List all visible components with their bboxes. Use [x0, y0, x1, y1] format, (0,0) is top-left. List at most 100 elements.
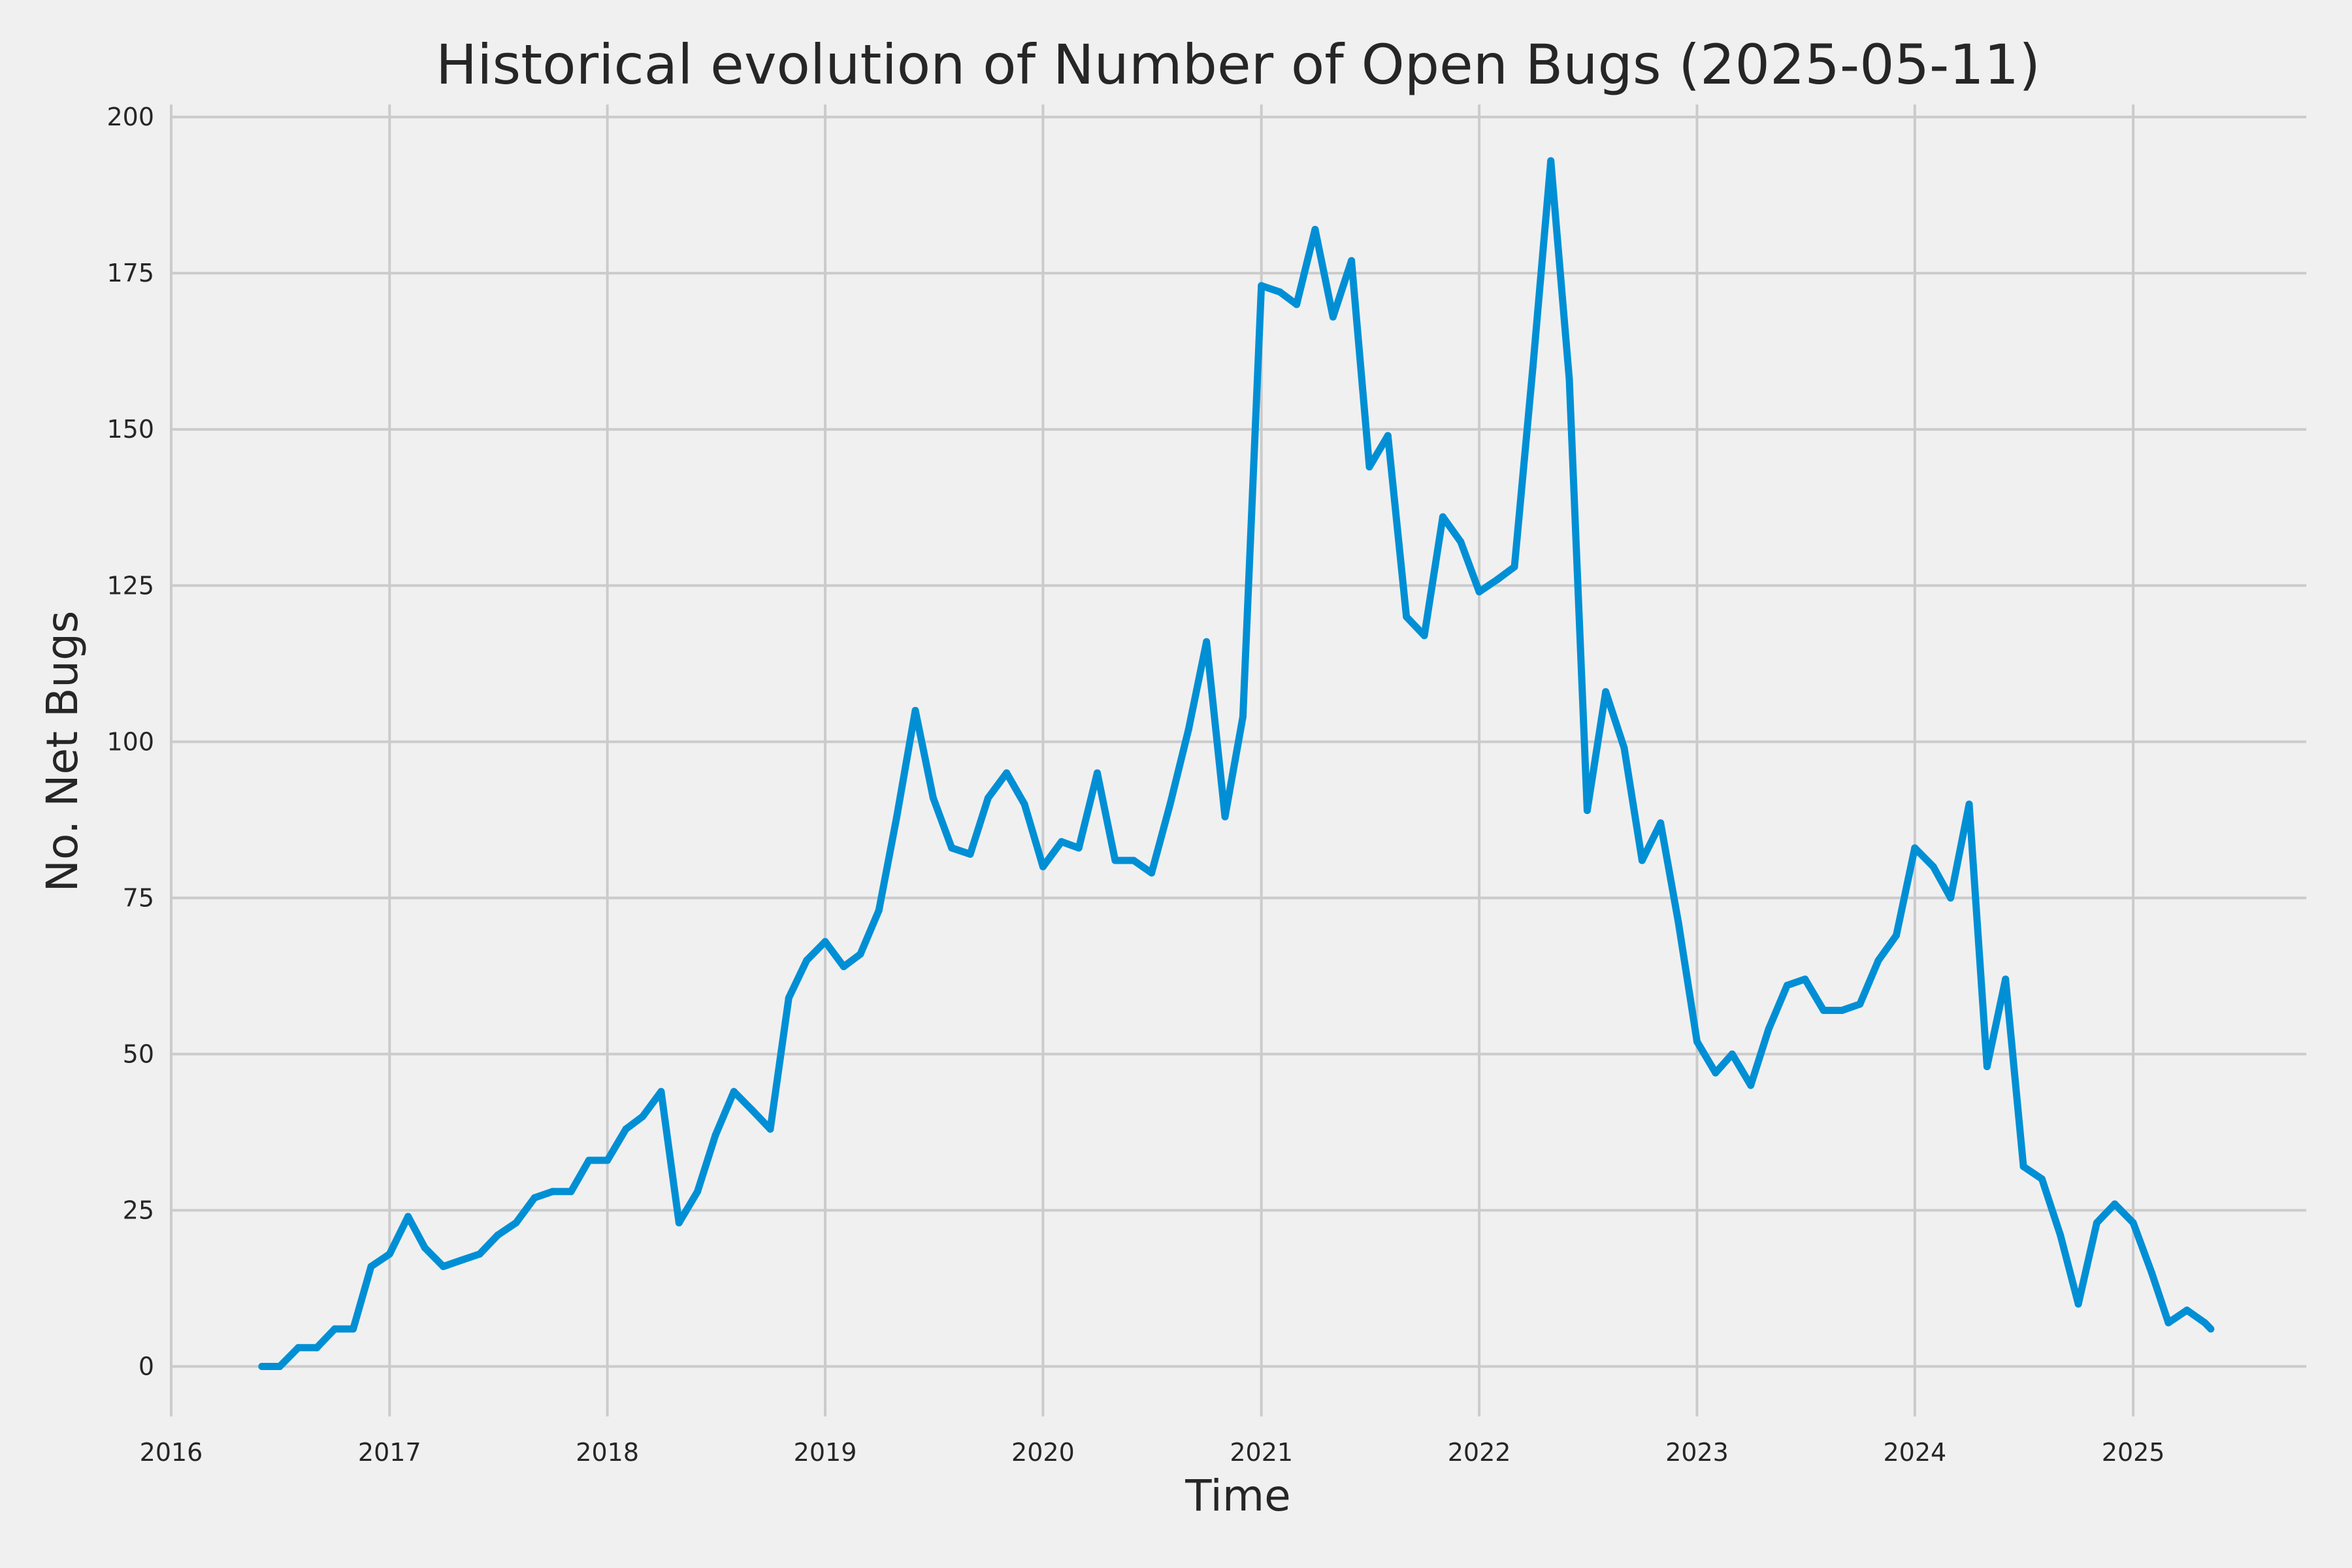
- data-point: [1130, 857, 1137, 864]
- y-tick-label: 150: [106, 415, 154, 444]
- data-point: [1439, 513, 1446, 521]
- data-point: [2148, 1269, 2155, 1277]
- data-point: [2129, 1219, 2137, 1227]
- data-point: [803, 956, 811, 964]
- data-point: [1166, 800, 1174, 808]
- x-tick-label: 2022: [1448, 1438, 1511, 1467]
- data-point: [1529, 363, 1537, 371]
- data-point: [1365, 463, 1373, 471]
- data-point: [893, 813, 901, 821]
- data-point: [313, 1344, 321, 1352]
- y-tick-label: 125: [106, 571, 154, 600]
- data-point: [1058, 838, 1066, 845]
- data-point: [1075, 844, 1083, 852]
- data-point: [1801, 975, 1809, 983]
- data-point: [948, 844, 956, 852]
- data-point: [476, 1250, 483, 1258]
- data-point: [1693, 1037, 1701, 1045]
- data-point: [911, 707, 919, 714]
- data-point: [404, 1213, 412, 1220]
- data-point: [2183, 1306, 2191, 1314]
- data-point: [929, 794, 937, 802]
- data-point: [1657, 819, 1665, 827]
- data-point: [585, 1156, 593, 1164]
- data-point: [1384, 432, 1392, 440]
- data-point: [711, 1132, 719, 1139]
- data-point: [1565, 376, 1573, 384]
- x-axis-title: Time: [1184, 1471, 1291, 1521]
- data-point: [350, 1325, 357, 1333]
- data-point: [840, 963, 847, 970]
- x-axis-ticks: 2016 2017 2018 2019 2020 2021 2022 2023 2024 2025: [140, 1438, 2165, 1467]
- data-point: [385, 1250, 393, 1258]
- data-point: [494, 1232, 502, 1239]
- y-tick-label: 25: [123, 1196, 154, 1224]
- data-point: [457, 1256, 465, 1264]
- data-point: [2093, 1219, 2100, 1227]
- data-point: [1712, 1069, 1720, 1077]
- data-point: [1728, 1050, 1736, 1058]
- data-point: [1203, 638, 1211, 645]
- y-tick-label: 75: [123, 883, 154, 912]
- data-point: [1329, 313, 1337, 321]
- data-point: [966, 850, 974, 858]
- data-point: [1838, 1007, 1846, 1014]
- data-point: [1638, 857, 1646, 864]
- data-point: [1039, 863, 1047, 871]
- data-point: [2002, 975, 2010, 983]
- data-point: [1620, 744, 1628, 752]
- data-point: [2019, 1163, 2027, 1170]
- series-group: [258, 157, 2215, 1370]
- data-point: [331, 1325, 338, 1333]
- data-point: [567, 1188, 575, 1196]
- data-point: [1111, 857, 1119, 864]
- x-tick-label: 2016: [140, 1438, 203, 1467]
- data-point: [1783, 981, 1791, 989]
- data-point: [857, 950, 864, 958]
- data-point: [1021, 800, 1028, 808]
- x-tick-label: 2020: [1011, 1438, 1075, 1467]
- data-point: [2074, 1300, 2082, 1308]
- data-point: [785, 994, 792, 1002]
- data-point: [276, 1363, 284, 1370]
- data-point: [1184, 725, 1192, 733]
- x-tick-label: 2019: [794, 1438, 857, 1467]
- x-tick-label: 2025: [2102, 1438, 2165, 1467]
- y-tick-label: 50: [123, 1039, 154, 1068]
- data-point: [1874, 956, 1882, 964]
- data-point: [1239, 713, 1247, 721]
- data-point: [1258, 282, 1266, 289]
- x-tick-label: 2017: [358, 1438, 421, 1467]
- data-point: [2164, 1319, 2172, 1327]
- data-point: [1820, 1007, 1827, 1014]
- data-point: [1221, 813, 1229, 821]
- data-point: [1674, 919, 1682, 927]
- data-point: [421, 1244, 429, 1252]
- data-point: [1148, 869, 1156, 877]
- chart-title: Historical evolution of Number of Open B…: [436, 33, 2040, 97]
- y-tick-label: 175: [106, 259, 154, 287]
- data-point: [549, 1188, 557, 1196]
- data-point: [440, 1263, 447, 1270]
- data-point: [622, 1125, 630, 1133]
- data-point: [875, 907, 883, 914]
- data-point: [1856, 1000, 1864, 1008]
- data-point: [1348, 257, 1356, 265]
- data-point: [657, 1088, 665, 1096]
- data-point: [1475, 588, 1483, 596]
- data-point: [2207, 1325, 2215, 1333]
- data-point: [2201, 1319, 2209, 1327]
- data-point: [1003, 769, 1011, 777]
- data-point: [1583, 807, 1591, 814]
- y-tick-label: 100: [106, 727, 154, 756]
- data-point: [1983, 1063, 1991, 1070]
- data-point: [2111, 1200, 2119, 1208]
- data-point: [1747, 1081, 1755, 1089]
- data-point: [1420, 632, 1428, 640]
- data-point: [2057, 1232, 2065, 1239]
- y-axis-ticks: 0 25 50 75 100 125 150 175 200: [106, 103, 154, 1380]
- data-point: [531, 1194, 538, 1201]
- data-point: [639, 1113, 647, 1120]
- x-tick-label: 2021: [1230, 1438, 1293, 1467]
